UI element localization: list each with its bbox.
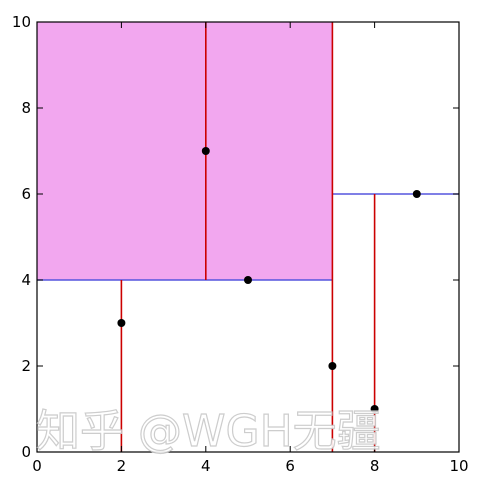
x-tick-label: 2 <box>117 457 127 475</box>
data-point <box>201 147 210 155</box>
axis-ticks-layer: 0 2 4 6 8 10 0 2 4 6 8 10 <box>12 13 469 475</box>
x-tick-label: 0 <box>32 457 42 475</box>
data-point <box>370 405 379 413</box>
y-tick-label: 0 <box>21 443 31 461</box>
x-tick-label: 4 <box>201 457 211 475</box>
plot-frame <box>36 21 460 453</box>
data-point <box>244 276 252 284</box>
y-tick-label: 10 <box>12 13 31 31</box>
data-point <box>328 362 337 370</box>
y-tick-label: 2 <box>21 357 31 375</box>
y-tick-label: 4 <box>21 271 31 289</box>
data-point <box>117 319 126 327</box>
x-tick-label: 10 <box>449 457 468 475</box>
y-tick-label: 6 <box>21 185 31 203</box>
highlight-region-layer <box>37 22 333 280</box>
data-point <box>412 190 421 198</box>
x-tick-label: 8 <box>370 457 380 475</box>
y-tick-label: 8 <box>21 99 31 117</box>
highlight-region <box>37 22 333 280</box>
data-points-layer <box>117 147 421 413</box>
x-tick-label: 6 <box>285 457 295 475</box>
